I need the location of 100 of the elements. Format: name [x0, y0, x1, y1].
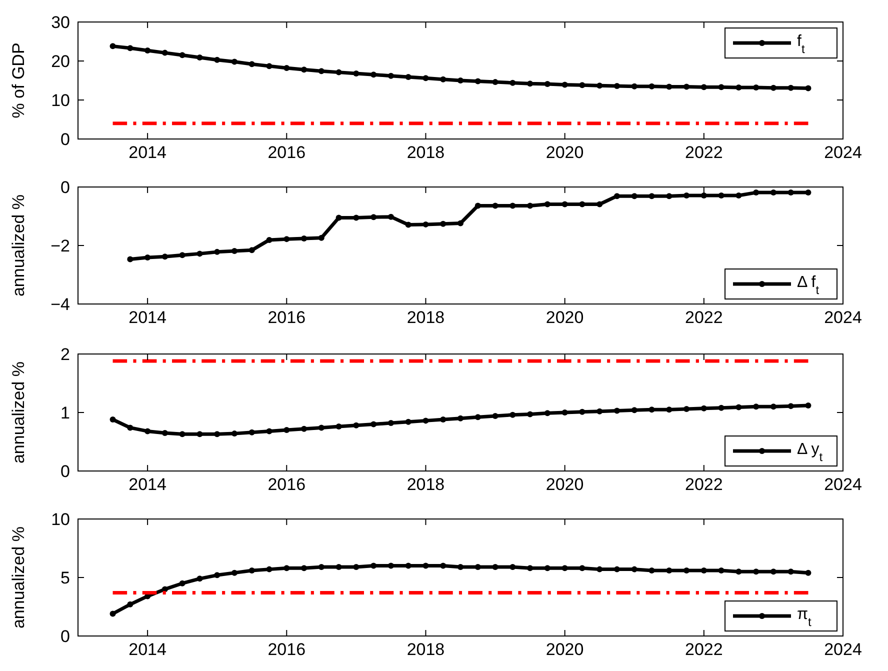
point	[405, 74, 412, 80]
point	[579, 201, 586, 208]
y-tick-label: 10	[51, 90, 70, 110]
point	[458, 78, 464, 84]
point	[214, 56, 220, 63]
y-tick-label: 30	[51, 12, 70, 32]
y-tick-label: 0	[60, 178, 70, 197]
point	[318, 424, 324, 431]
point	[110, 43, 116, 50]
point	[474, 78, 481, 84]
point	[527, 411, 534, 418]
point	[370, 72, 377, 78]
point	[666, 406, 672, 413]
point	[318, 564, 324, 570]
legend-label: Δ y$_{t}$	[797, 441, 824, 464]
point	[388, 214, 394, 220]
point	[440, 76, 446, 82]
x-tick-label: 2018	[406, 640, 445, 659]
point	[440, 416, 446, 423]
point	[440, 562, 446, 569]
point	[700, 567, 707, 574]
point	[179, 252, 186, 258]
y-tick-label: 5	[60, 568, 70, 588]
point	[474, 564, 481, 570]
point	[301, 426, 308, 432]
y-tick-label: −2	[50, 236, 70, 256]
point	[196, 54, 203, 60]
point	[718, 567, 724, 574]
point	[492, 202, 498, 209]
point	[631, 83, 638, 90]
point	[562, 82, 568, 88]
point	[353, 422, 360, 428]
point	[266, 428, 272, 434]
point	[318, 68, 324, 74]
point	[388, 562, 394, 569]
point	[562, 565, 568, 572]
point	[336, 69, 342, 76]
point	[336, 564, 342, 570]
point	[631, 193, 638, 200]
point	[353, 214, 360, 221]
point	[127, 256, 134, 262]
x-tick-label: 2018	[406, 308, 445, 327]
x-tick-label: 2014	[128, 308, 166, 327]
point	[614, 193, 620, 200]
point	[648, 83, 655, 90]
point	[458, 415, 464, 422]
x-tick-label: 2020	[546, 308, 584, 327]
point	[162, 50, 168, 56]
x-tick-label: 2016	[268, 640, 306, 659]
point	[579, 408, 586, 415]
y-tick-label: 0	[60, 462, 70, 481]
point	[405, 222, 412, 228]
point	[736, 192, 742, 198]
point	[405, 562, 412, 569]
point	[736, 404, 742, 410]
point	[370, 214, 377, 220]
point	[422, 75, 429, 82]
x-tick-label: 2022	[684, 475, 723, 494]
point	[492, 564, 498, 570]
point	[648, 193, 655, 200]
y-axis-title: annualized %	[9, 526, 28, 629]
point	[248, 567, 255, 574]
point	[666, 193, 672, 200]
y-tick-label: −4	[50, 294, 70, 314]
y-tick-label: 20	[51, 52, 70, 71]
y-tick-label: 0	[60, 130, 70, 149]
point	[353, 70, 360, 76]
point	[196, 431, 203, 438]
point	[579, 82, 586, 88]
point	[562, 410, 568, 416]
point	[805, 570, 812, 576]
point	[718, 404, 724, 411]
x-tick-label: 2024	[824, 308, 862, 327]
y-tick-label: 2	[60, 344, 70, 364]
point	[666, 84, 672, 90]
point	[492, 413, 498, 420]
point	[144, 428, 151, 434]
point	[110, 416, 116, 423]
point	[284, 236, 290, 242]
point	[648, 406, 655, 413]
point	[805, 85, 812, 92]
x-tick-label: 2022	[684, 640, 723, 659]
y-tick-label: 10	[51, 510, 70, 529]
point	[248, 429, 255, 436]
point	[614, 408, 620, 414]
point	[753, 568, 760, 575]
point	[266, 236, 272, 243]
point	[336, 214, 342, 221]
point	[544, 201, 550, 208]
point	[127, 45, 134, 52]
point	[284, 427, 290, 434]
point	[196, 250, 203, 257]
point	[648, 567, 655, 574]
point	[422, 562, 429, 569]
point	[388, 72, 394, 79]
point	[579, 565, 586, 572]
x-tick-label: 2014	[128, 143, 166, 162]
point	[788, 84, 794, 91]
point	[527, 565, 534, 572]
x-tick-label: 2024	[824, 475, 862, 494]
